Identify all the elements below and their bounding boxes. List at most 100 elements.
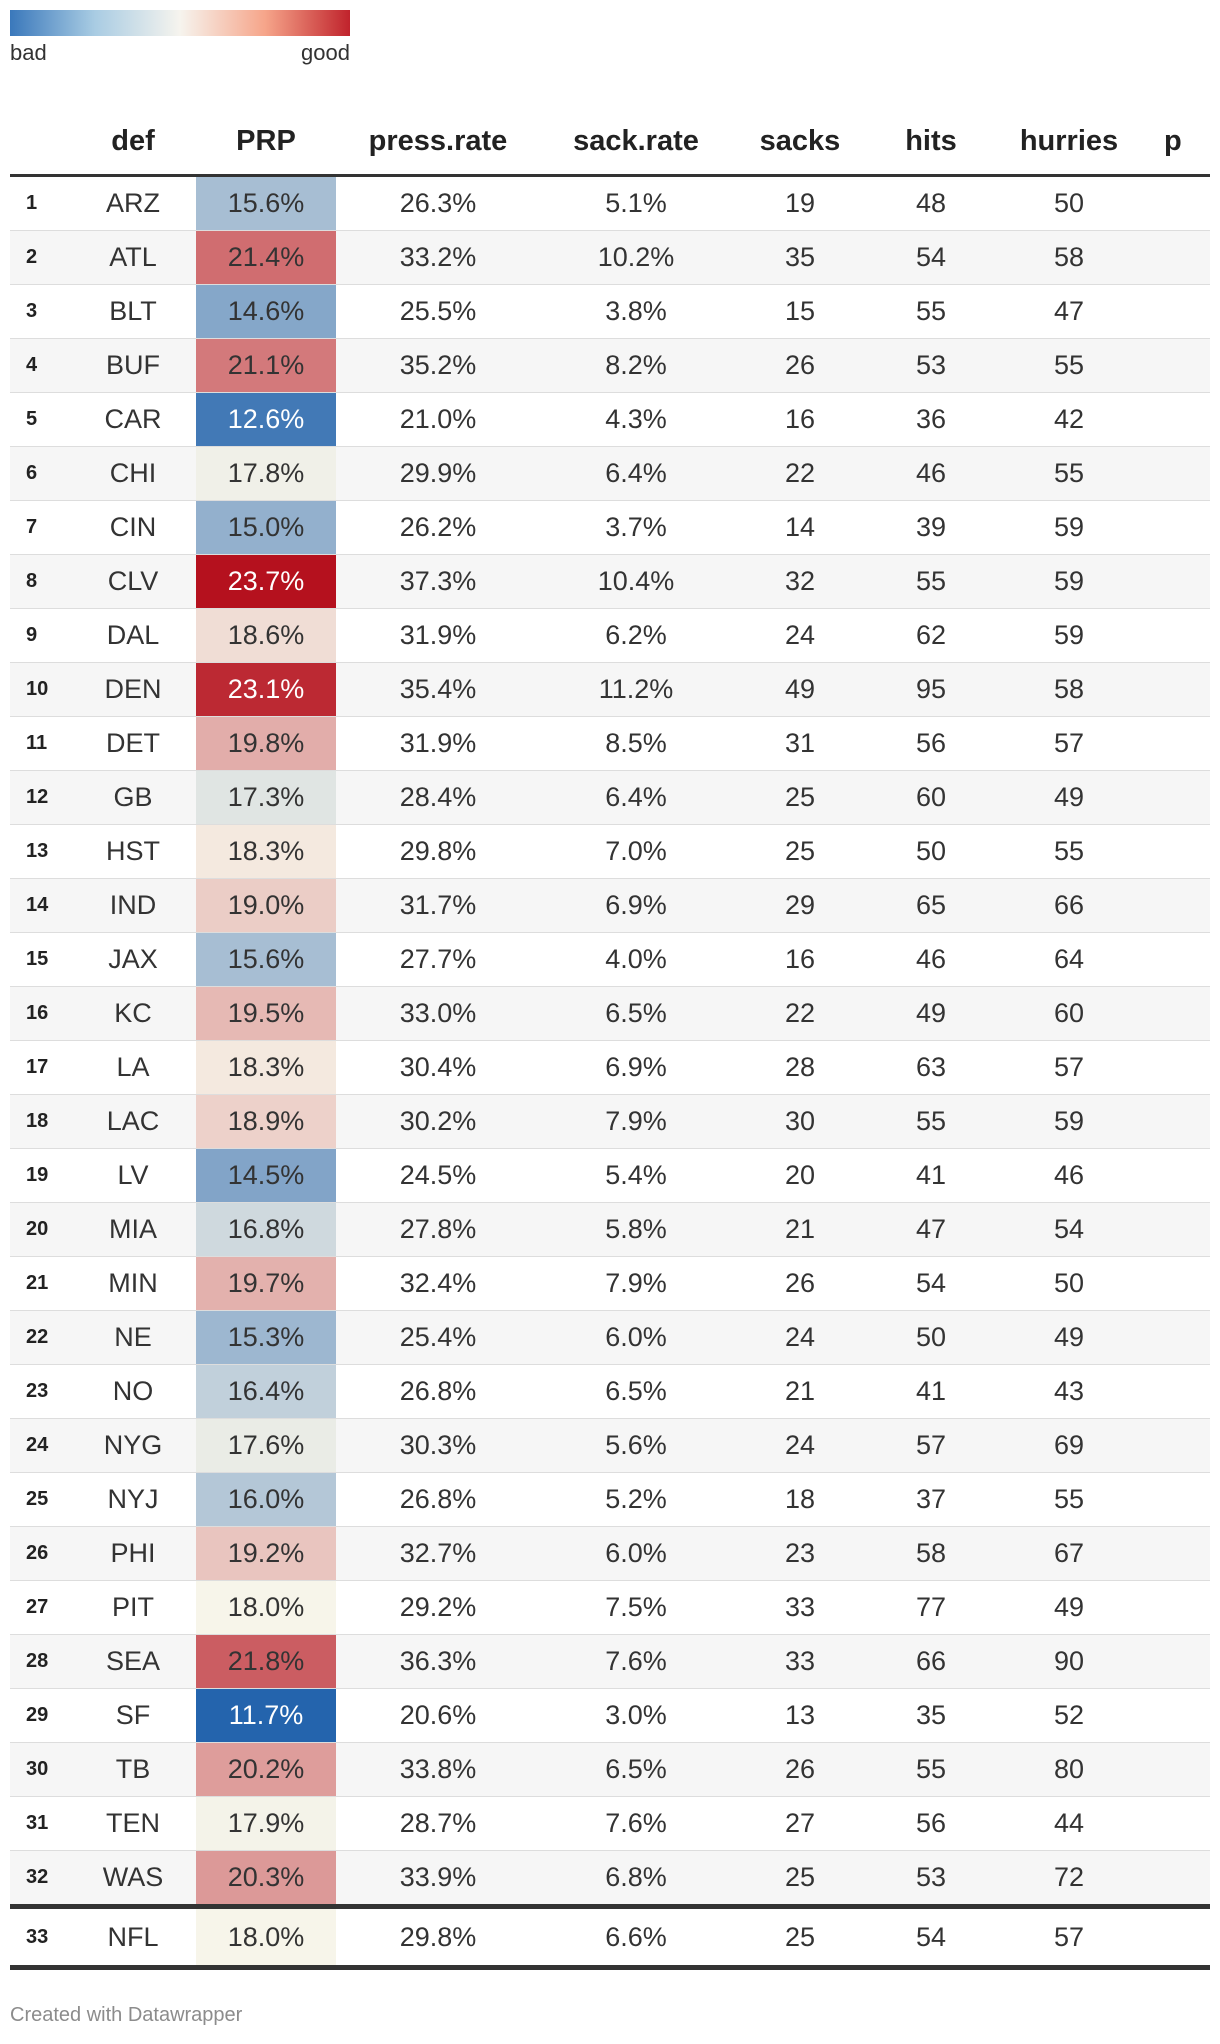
cell-def: IND xyxy=(70,878,196,933)
cell-rank: 6 xyxy=(10,446,70,501)
cell-press-rate: 30.2% xyxy=(336,1094,540,1149)
cell-hits: 37 xyxy=(868,1472,994,1527)
cell-rank: 24 xyxy=(10,1418,70,1473)
cell-sack-rate: 7.6% xyxy=(540,1634,732,1689)
cell-truncated xyxy=(1144,392,1210,447)
cell-sack-rate: 5.6% xyxy=(540,1418,732,1473)
cell-hits: 57 xyxy=(868,1418,994,1473)
cell-prp: 19.7% xyxy=(196,1256,336,1311)
cell-sack-rate: 6.0% xyxy=(540,1526,732,1581)
cell-prp: 18.3% xyxy=(196,824,336,879)
cell-rank: 22 xyxy=(10,1310,70,1365)
cell-hits: 47 xyxy=(868,1202,994,1257)
cell-hits: 46 xyxy=(868,446,994,501)
cell-prp: 18.3% xyxy=(196,1040,336,1095)
cell-truncated xyxy=(1144,1850,1210,1907)
cell-sacks: 27 xyxy=(732,1796,868,1851)
header-prp[interactable]: PRP xyxy=(196,108,336,177)
cell-sacks: 24 xyxy=(732,1310,868,1365)
cell-truncated xyxy=(1144,662,1210,717)
cell-press-rate: 25.4% xyxy=(336,1310,540,1365)
cell-def: KC xyxy=(70,986,196,1041)
cell-sacks: 26 xyxy=(732,338,868,393)
header-sack-rate[interactable]: sack.rate xyxy=(540,108,732,177)
cell-truncated xyxy=(1144,500,1210,555)
cell-hurries: 55 xyxy=(994,338,1144,393)
cell-hurries: 80 xyxy=(994,1742,1144,1797)
cell-sacks: 24 xyxy=(732,1418,868,1473)
cell-rank: 17 xyxy=(10,1040,70,1095)
cell-truncated xyxy=(1144,175,1210,231)
table-row: 22 NE 15.3% 25.4% 6.0% 24 50 49 xyxy=(10,1310,1210,1365)
cell-truncated xyxy=(1144,878,1210,933)
cell-press-rate: 29.8% xyxy=(336,824,540,879)
cell-truncated xyxy=(1144,770,1210,825)
cell-sack-rate: 5.8% xyxy=(540,1202,732,1257)
cell-press-rate: 28.7% xyxy=(336,1796,540,1851)
cell-truncated xyxy=(1144,1364,1210,1419)
cell-press-rate: 33.8% xyxy=(336,1742,540,1797)
cell-sacks: 13 xyxy=(732,1688,868,1743)
table-row: 18 LAC 18.9% 30.2% 7.9% 30 55 59 xyxy=(10,1094,1210,1149)
cell-rank: 21 xyxy=(10,1256,70,1311)
table-row: 30 TB 20.2% 33.8% 6.5% 26 55 80 xyxy=(10,1742,1210,1797)
cell-press-rate: 30.3% xyxy=(336,1418,540,1473)
cell-sack-rate: 7.9% xyxy=(540,1256,732,1311)
cell-hurries: 50 xyxy=(994,1256,1144,1311)
cell-sack-rate: 7.9% xyxy=(540,1094,732,1149)
cell-def: DEN xyxy=(70,662,196,717)
cell-prp: 19.0% xyxy=(196,878,336,933)
cell-sack-rate: 8.5% xyxy=(540,716,732,771)
table-row: 25 NYJ 16.0% 26.8% 5.2% 18 37 55 xyxy=(10,1472,1210,1527)
table-row: 14 IND 19.0% 31.7% 6.9% 29 65 66 xyxy=(10,878,1210,933)
cell-hurries: 54 xyxy=(994,1202,1144,1257)
cell-press-rate: 26.3% xyxy=(336,175,540,231)
cell-sack-rate: 6.6% xyxy=(540,1904,732,1970)
cell-sack-rate: 6.9% xyxy=(540,878,732,933)
cell-def: JAX xyxy=(70,932,196,987)
cell-def: NFL xyxy=(70,1904,196,1970)
cell-sacks: 15 xyxy=(732,284,868,339)
cell-def: ATL xyxy=(70,230,196,285)
cell-truncated xyxy=(1144,986,1210,1041)
header-def[interactable]: def xyxy=(70,108,196,177)
cell-sacks: 21 xyxy=(732,1364,868,1419)
cell-hits: 58 xyxy=(868,1526,994,1581)
cell-hurries: 47 xyxy=(994,284,1144,339)
cell-truncated xyxy=(1144,716,1210,771)
cell-sacks: 25 xyxy=(732,824,868,879)
cell-hurries: 49 xyxy=(994,1580,1144,1635)
cell-hurries: 49 xyxy=(994,770,1144,825)
cell-def: CAR xyxy=(70,392,196,447)
cell-truncated xyxy=(1144,1418,1210,1473)
cell-press-rate: 29.9% xyxy=(336,446,540,501)
cell-rank: 23 xyxy=(10,1364,70,1419)
cell-rank: 15 xyxy=(10,932,70,987)
cell-press-rate: 33.0% xyxy=(336,986,540,1041)
header-hurries[interactable]: hurries xyxy=(994,108,1144,177)
header-press-rate[interactable]: press.rate xyxy=(336,108,540,177)
header-hits[interactable]: hits xyxy=(868,108,994,177)
cell-hurries: 44 xyxy=(994,1796,1144,1851)
cell-rank: 29 xyxy=(10,1688,70,1743)
header-sacks[interactable]: sacks xyxy=(732,108,868,177)
header-rank[interactable] xyxy=(10,108,70,177)
cell-truncated xyxy=(1144,554,1210,609)
table-row: 13 HST 18.3% 29.8% 7.0% 25 50 55 xyxy=(10,824,1210,879)
cell-def: LAC xyxy=(70,1094,196,1149)
cell-sack-rate: 6.5% xyxy=(540,1364,732,1419)
cell-sacks: 28 xyxy=(732,1040,868,1095)
cell-def: NE xyxy=(70,1310,196,1365)
cell-sacks: 25 xyxy=(732,1904,868,1970)
cell-prp: 15.3% xyxy=(196,1310,336,1365)
cell-sacks: 16 xyxy=(732,932,868,987)
cell-sack-rate: 4.0% xyxy=(540,932,732,987)
table-row: 20 MIA 16.8% 27.8% 5.8% 21 47 54 xyxy=(10,1202,1210,1257)
cell-hits: 41 xyxy=(868,1148,994,1203)
header-truncated[interactable]: p xyxy=(1144,108,1210,177)
cell-press-rate: 33.2% xyxy=(336,230,540,285)
cell-def: MIN xyxy=(70,1256,196,1311)
table-row: 16 KC 19.5% 33.0% 6.5% 22 49 60 xyxy=(10,986,1210,1041)
cell-truncated xyxy=(1144,1526,1210,1581)
cell-hits: 55 xyxy=(868,284,994,339)
